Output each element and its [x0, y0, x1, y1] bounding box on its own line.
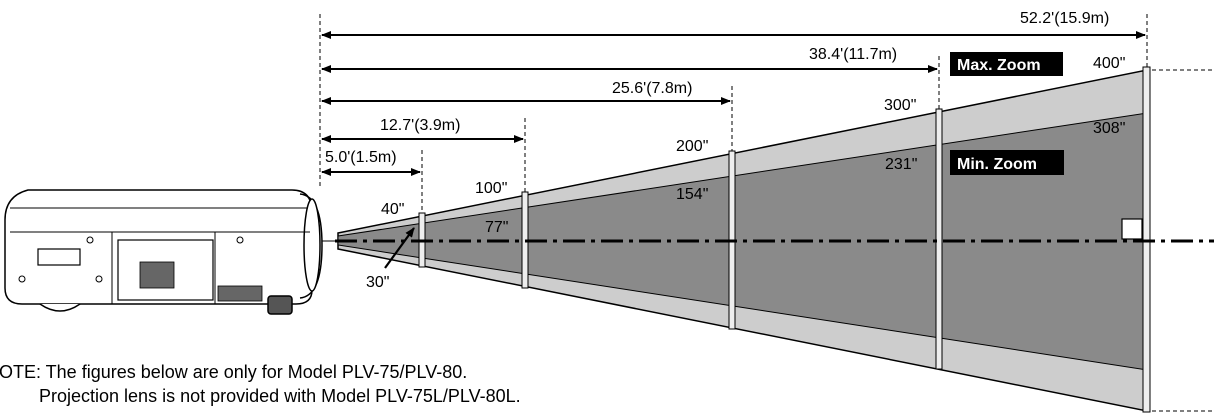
min-zoom-size-5: 308" — [1093, 120, 1125, 137]
legend-max-zoom: Max. Zoom — [950, 52, 1063, 76]
legend-max-zoom-label: Max. Zoom — [957, 57, 1041, 74]
distance-label-2: 12.7'(3.9m) — [380, 117, 460, 134]
note-line-1: NOTE: The figures below are only for Mod… — [0, 362, 468, 382]
note-line-2: Projection lens is not provided with Mod… — [39, 386, 521, 406]
max-zoom-size-2: 100" — [475, 180, 507, 197]
distance-label-3: 25.6'(7.8m) — [612, 80, 692, 97]
min-zoom-size-2: 77" — [485, 219, 508, 236]
distance-label-4: 38.4'(11.7m) — [809, 46, 897, 63]
min-zoom-size-4: 231" — [885, 156, 917, 173]
max-zoom-size-3: 200" — [676, 138, 708, 155]
distance-arrows — [321, 31, 1146, 176]
min-zoom-size-1: 30" — [366, 274, 389, 291]
distance-label-1: 5.0'(1.5m) — [325, 149, 397, 166]
center-marker — [1121, 218, 1143, 240]
projector-illustration — [4, 189, 323, 315]
screen-4 — [935, 108, 943, 370]
min-zoom-size-3: 154" — [676, 186, 708, 203]
legend-min-zoom-label: Min. Zoom — [957, 156, 1037, 173]
max-zoom-size-1: 40" — [381, 201, 404, 218]
pointer-arrow — [384, 227, 415, 269]
max-zoom-size-5: 400" — [1093, 55, 1125, 72]
distance-label-5: 52.2'(15.9m) — [1020, 10, 1109, 27]
legend-min-zoom: Min. Zoom — [950, 150, 1064, 175]
max-zoom-size-4: 300" — [884, 97, 916, 114]
guide-lines — [319, 14, 1214, 412]
